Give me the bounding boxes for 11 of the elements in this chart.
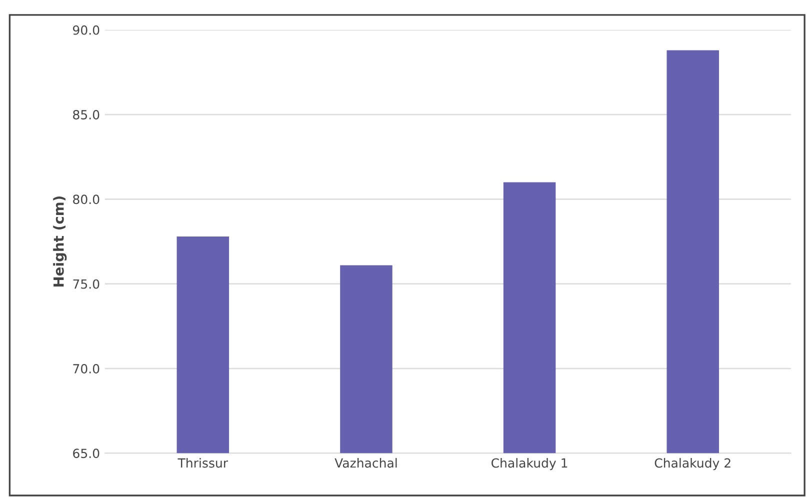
x-tick-label: Chalakudy 2 [654,458,730,470]
x-tick-label: Chalakudy 1 [492,458,568,470]
x-tick-label: Vazhachal [334,458,397,468]
y-tick-label: 70.0 [73,364,100,374]
y-tick-label: 80.0 [73,194,100,204]
y-tick-label: 65.0 [73,448,100,458]
y-axis-title: Height (cm) [53,196,67,287]
y-tick-label: 90.0 [73,25,100,35]
y-tick-label: 75.0 [73,279,100,289]
y-tick-label: 85.0 [73,110,100,120]
x-tick-label: Thrissur [178,458,228,468]
